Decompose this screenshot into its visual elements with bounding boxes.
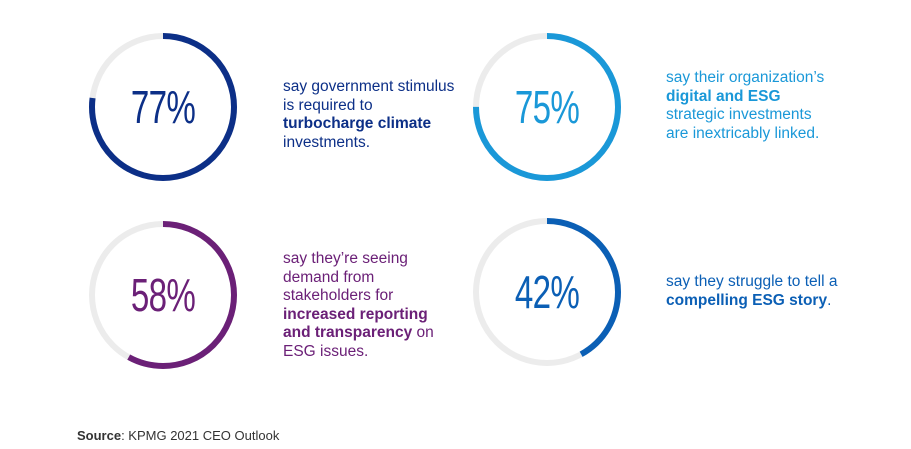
description-text: say they’re seeing demand from stakehold… (283, 250, 408, 304)
highlight-text: increased reporting and transparency (283, 305, 428, 342)
description-text: say they struggle to tell a (666, 273, 838, 290)
gauge-ring (89, 221, 237, 369)
highlight-text: digital and ESG (666, 87, 781, 105)
highlight-text: compelling ESG story (666, 291, 828, 309)
gauge-77: 77% (88, 32, 238, 182)
description-text: . (827, 291, 832, 309)
gauge-arc (89, 221, 237, 369)
highlight-text: turbocharge climate (283, 115, 432, 132)
source-note: Source: KPMG 2021 CEO Outlook (77, 428, 279, 443)
description-42: say they struggle to tell a compelling E… (666, 273, 841, 310)
description-77: say government stimulus is required to t… (283, 78, 458, 152)
percent-label: 58% (130, 269, 196, 321)
gauge-42: 42% (472, 217, 622, 367)
percent-label: 42% (514, 266, 580, 318)
source-text: : KPMG 2021 CEO Outlook (121, 428, 280, 443)
gauge-75: 75% (472, 32, 622, 182)
percent-label: 77% (130, 81, 196, 133)
description-text: say government stimulus is required to (283, 78, 455, 114)
source-label: Source (77, 428, 122, 443)
description-text: investments. (283, 133, 371, 151)
description-58: say they’re seeing demand from stakehold… (283, 250, 453, 361)
description-75: say their organization’s digital and ESG… (666, 69, 826, 143)
gauge-ring (473, 218, 621, 366)
gauge-arc (473, 218, 621, 366)
gauge-58: 58% (88, 220, 238, 370)
description-text: strategic investments are inextricably l… (666, 106, 820, 142)
percent-label: 75% (514, 81, 580, 133)
gauge-arc (473, 33, 621, 181)
gauge-ring (473, 33, 621, 181)
gauge-ring (89, 33, 237, 181)
gauge-arc (89, 33, 237, 181)
description-text: say their organization’s (666, 69, 825, 86)
description-text: on ESG issues. (283, 324, 434, 360)
